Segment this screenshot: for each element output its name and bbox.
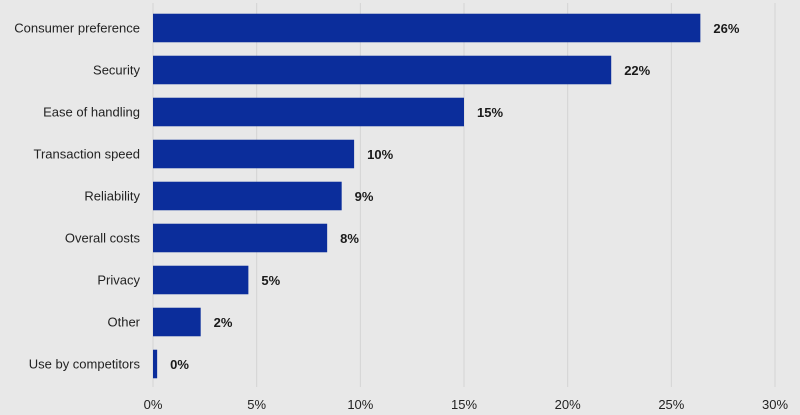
bar <box>153 55 612 85</box>
data-label: 10% <box>367 147 393 162</box>
bar <box>153 349 158 379</box>
category-label: Security <box>93 63 140 78</box>
category-label: Other <box>107 315 140 330</box>
bar <box>153 13 701 43</box>
bar <box>153 181 342 211</box>
bar <box>153 97 464 127</box>
data-label: 9% <box>355 189 374 204</box>
x-tick-label: 5% <box>247 397 266 412</box>
bar <box>153 139 355 169</box>
x-tick-label: 15% <box>451 397 477 412</box>
category-label: Privacy <box>97 273 140 288</box>
bar <box>153 223 328 253</box>
x-tick-label: 30% <box>762 397 788 412</box>
category-label: Ease of handling <box>43 105 140 120</box>
data-label: 0% <box>170 357 189 372</box>
x-tick-label: 20% <box>555 397 581 412</box>
category-labels: Consumer preference Security Ease of handl… <box>14 21 140 372</box>
category-label: Reliability <box>84 189 140 204</box>
x-tick-label: 0% <box>144 397 163 412</box>
category-label: Overall costs <box>65 231 141 246</box>
x-tick-label: 25% <box>658 397 684 412</box>
category-label: Use by competitors <box>29 357 141 372</box>
bars <box>153 13 701 379</box>
x-axis-tick-labels: 0% 5% 10% 15% 20% 25% 30% <box>144 397 789 412</box>
category-label: Transaction speed <box>34 147 140 162</box>
data-label: 5% <box>261 273 280 288</box>
bar <box>153 265 249 295</box>
data-label: 26% <box>713 21 739 36</box>
x-tick-label: 10% <box>347 397 373 412</box>
data-label: 2% <box>214 315 233 330</box>
data-label: 8% <box>340 231 359 246</box>
data-label: 22% <box>624 63 650 78</box>
data-label: 15% <box>477 105 503 120</box>
bar <box>153 307 201 337</box>
data-labels: 26% 22% 15% 10% 9% 8% 5% 2% 0% <box>170 21 740 372</box>
category-label: Consumer preference <box>14 21 140 36</box>
